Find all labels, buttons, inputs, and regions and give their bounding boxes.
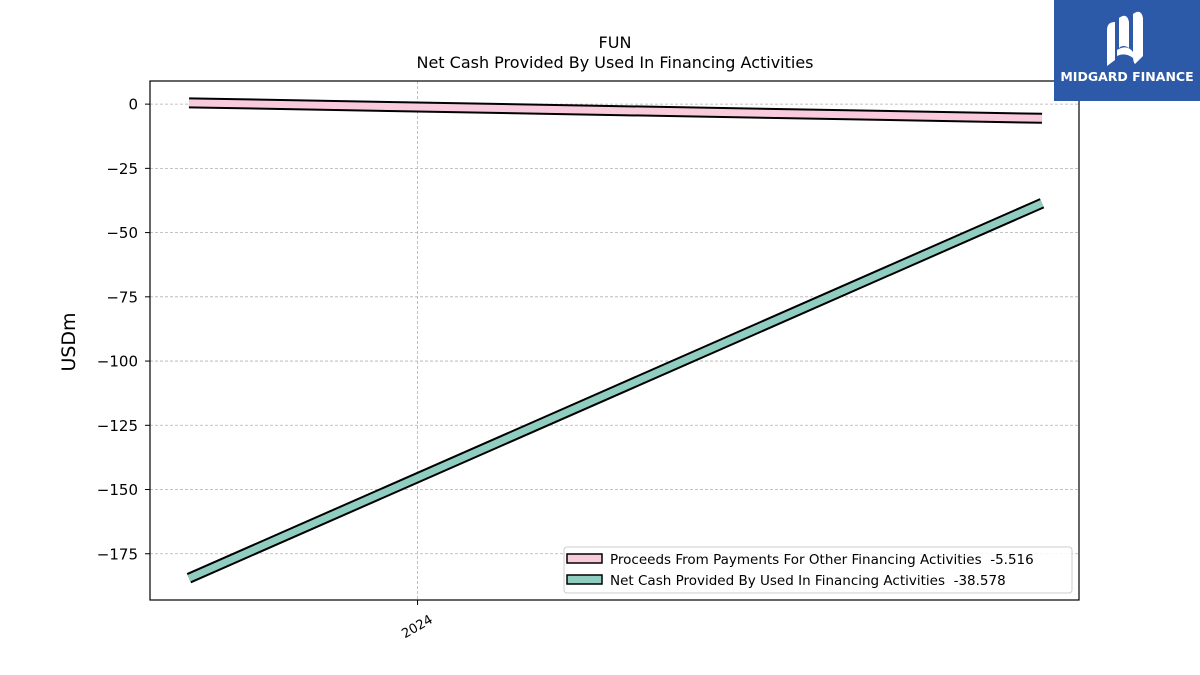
tick-layer: 0 −25 −50 −75 −100 −125 −150 −175 2024: [97, 96, 436, 642]
y-tick-label: 0: [128, 96, 138, 114]
legend-swatch-proceeds: [566, 553, 603, 564]
chart-title: FUN: [599, 33, 632, 52]
legend: Proceeds From Payments For Other Financi…: [563, 546, 1073, 594]
y-tick-label: −150: [97, 481, 138, 499]
y-tick-label: −125: [97, 417, 138, 435]
legend-label-net-cash: Net Cash Provided By Used In Financing A…: [610, 573, 1006, 589]
legend-label-proceeds: Proceeds From Payments For Other Financi…: [610, 552, 1034, 568]
legend-swatch-net-cash: [566, 574, 603, 585]
series-layer: [186, 97, 1045, 584]
x-tick-label: 2024: [399, 612, 435, 642]
y-tick-label: −175: [97, 545, 138, 563]
y-tick-label: −25: [106, 160, 138, 178]
brand-logo-text: MIDGARD FINANCE: [1060, 69, 1194, 84]
grid-layer: [150, 81, 1079, 600]
y-tick-label: −50: [106, 224, 138, 242]
y-axis-label: USDm: [58, 312, 80, 371]
plot-frame: [149, 80, 1080, 601]
series-line-net-cash: [187, 200, 1044, 582]
series-line-proceeds: [188, 99, 1043, 122]
brand-logo-icon: [1107, 11, 1143, 66]
y-tick-label: −75: [106, 288, 138, 306]
chart-subtitle: Net Cash Provided By Used In Financing A…: [416, 53, 813, 72]
y-tick-label: −100: [97, 353, 138, 371]
legend-frame: [563, 546, 1073, 594]
brand-logo: MIDGARD FINANCE: [1054, 0, 1200, 101]
